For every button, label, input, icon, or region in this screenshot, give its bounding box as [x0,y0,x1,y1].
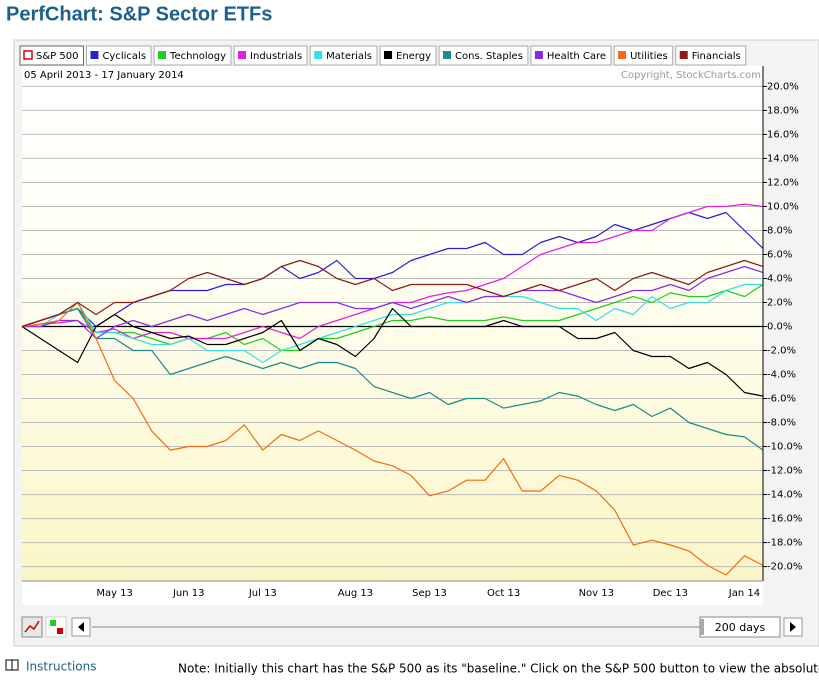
y-tick-label: -6.0% [767,394,796,405]
x-tick-label: Jul 13 [248,588,277,599]
legend-button[interactable] [613,45,674,66]
legend-item[interactable]: S&P 500 [19,45,84,66]
period-label: 200 days [715,621,766,634]
y-tick-label: -8.0% [767,418,796,429]
subtitle: 05 April 2013 - 17 January 2014 [24,70,184,81]
legend-label: Technology [169,51,226,62]
y-tick-label: -20.0% [767,562,802,573]
legend-swatch [384,51,392,59]
legend-swatch [314,51,323,59]
y-tick-label: -16.0% [767,514,802,525]
x-tick-label: Jun 13 [172,588,205,599]
copyright: Copyright, StockCharts.com [621,70,761,81]
legend-item[interactable]: Cyclicals [85,45,152,66]
icon [24,620,40,633]
y-tick-label: -12.0% [767,466,802,477]
icon [50,620,56,626]
legend-swatch [238,51,247,59]
x-tick-label: Dec 13 [653,588,688,599]
series-line [21,283,764,352]
legend-label: Cyclicals [102,51,146,62]
x-tick-label: Sep 13 [412,588,447,599]
legend-label: S&P 500 [36,51,78,62]
legend-item[interactable]: Utilities [613,45,674,66]
legend-label: Financials [692,51,741,62]
y-tick-label: -18.0% [767,538,802,549]
y-tick-label: 12.0% [767,177,799,188]
series-line [21,301,764,576]
note: Note: Initially this chart has the S&P 5… [178,662,819,676]
plot [21,85,767,576]
legend-swatch [534,51,543,59]
y-tick-label: 14.0% [767,153,799,164]
chart-title: PerfChart: S&P Sector ETFs [6,3,272,25]
legend-button[interactable] [153,45,232,66]
series-line [21,307,764,397]
legend-label: Materials [326,51,372,62]
y-tick-label: 16.0% [767,129,799,140]
legend-label: Industrials [250,51,302,62]
y-tick-label: -10.0% [767,442,802,453]
y-tick-label: -4.0% [767,370,796,381]
y-tick-label: -2.0% [767,346,796,357]
y-tick-label: 4.0% [767,273,792,284]
legend-button[interactable] [85,45,152,66]
legend-button[interactable] [309,45,378,66]
y-tick-label: 0.0% [767,322,792,333]
legend-label: Energy [396,51,431,62]
y-tick-label: -14.0% [767,490,802,501]
legend: S&P 500 Cyclicals Technology Industrials Mat… [19,45,747,66]
x-tick-label: Nov 13 [579,588,614,599]
series-line [22,265,764,340]
scroll-thumb [700,619,704,635]
legend-item[interactable]: Technology [153,45,232,66]
y-tick-label: 8.0% [767,225,792,236]
y-tick-label: 20.0% [767,81,799,92]
legend-swatch [158,51,167,59]
icon [790,622,796,632]
plot-area [22,66,763,581]
x-axis-area [22,581,763,605]
icon [57,628,63,634]
legend-item[interactable]: Health Care [530,45,612,66]
y-tick-label: 18.0% [767,105,799,116]
x-tick-label: Oct 13 [487,588,520,599]
legend-button[interactable] [379,45,437,66]
y-tick-label: 6.0% [767,249,792,260]
legend-item[interactable]: Energy [379,45,437,66]
x-tick-label: May 13 [96,588,133,599]
series-line [21,259,764,328]
legend-button[interactable] [530,45,612,66]
legend-item[interactable]: Industrials [233,45,308,66]
legend-button[interactable] [438,45,529,66]
x-tick-label: Aug 13 [338,588,373,599]
series-line [22,283,763,364]
legend-button[interactable] [233,45,308,66]
x-tick-label: Jan 14 [728,588,760,599]
y-tick-label: 2.0% [767,297,792,308]
legend-swatch [23,50,33,60]
series-line [21,307,764,451]
legend-button[interactable] [19,45,84,66]
legend-label: Health Care [547,51,606,62]
legend-swatch [618,51,627,59]
legend-swatch [90,51,99,59]
instructions-link[interactable]: Instructions [26,660,96,674]
legend-button[interactable] [675,45,747,66]
legend-swatch [679,51,688,59]
legend-swatch [443,51,452,59]
legend-item[interactable]: Materials [309,45,378,66]
legend-item[interactable]: Cons. Staples [438,45,529,66]
y-tick-label: 10.0% [767,201,799,212]
legend-label: Utilities [630,51,668,62]
legend-item[interactable]: Financials [675,45,747,66]
icon [78,622,84,632]
legend-label: Cons. Staples [455,51,523,62]
